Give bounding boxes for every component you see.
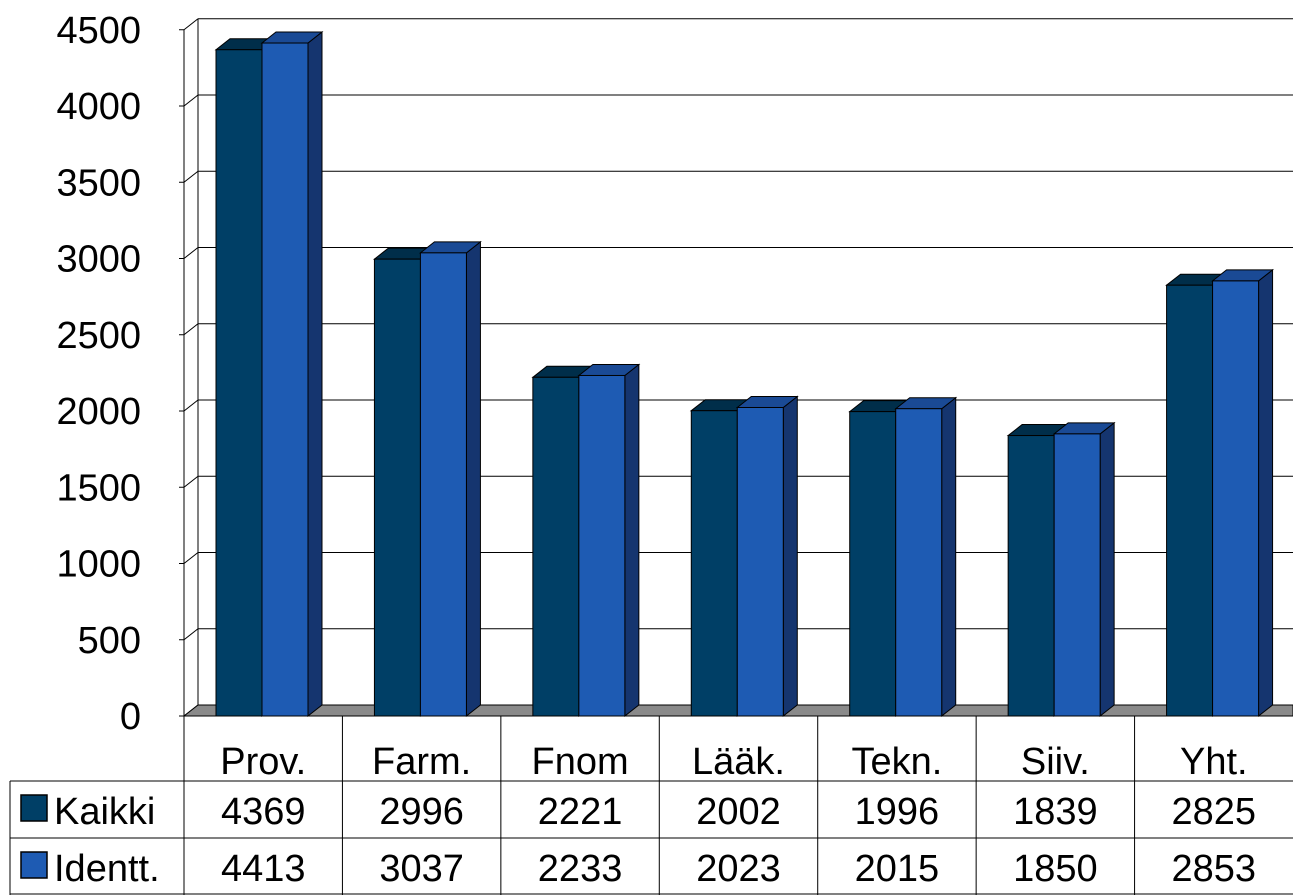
bar-front: [1166, 284, 1214, 717]
x-tick-label: Yht.: [1180, 741, 1248, 783]
bar-front: [215, 49, 263, 717]
y-tick-label: 4000: [56, 86, 141, 128]
bar-identt-4: [894, 396, 958, 718]
bar-front: [849, 411, 897, 717]
bar-front: [1007, 435, 1055, 717]
x-tick-label: Prov.: [220, 741, 306, 783]
tick-diagonal: [183, 247, 199, 259]
tick-diagonal: [183, 552, 199, 564]
tick-diagonal: [183, 94, 199, 107]
tick-diagonal: [183, 18, 199, 31]
y-tick-label: 1500: [56, 467, 141, 509]
tick-diagonal: [183, 399, 199, 412]
x-tick-label: Farm.: [372, 741, 471, 783]
table-cell-value: 4369: [221, 791, 306, 833]
table-cell-value: 1839: [1013, 791, 1098, 833]
tick-diagonal: [183, 170, 199, 183]
y-axis: 0 500 1000 1500 2000 2500 3000 3500 4000 4500: [56, 10, 199, 738]
bar-side: [307, 30, 323, 718]
bar-side: [1099, 421, 1115, 718]
bar-front: [532, 376, 580, 717]
bar-identt-3: [735, 395, 799, 718]
table-cell-value: 2996: [379, 791, 464, 833]
table-cell-value: 2825: [1172, 791, 1257, 833]
table-cell-value: 1850: [1013, 848, 1098, 890]
bar-side: [465, 240, 481, 718]
y-tick-label: 0: [120, 696, 141, 738]
bar-side: [941, 396, 957, 718]
x-tick-label: Siiv.: [1021, 741, 1090, 783]
legend-label: Identt.: [54, 848, 160, 890]
bars: [214, 30, 1275, 718]
bar-front: [1212, 280, 1260, 717]
y-tick-label: 500: [78, 620, 141, 662]
table-cell-value: 3037: [379, 848, 464, 890]
data-table: Prov. Farm. Fnom Lääk. Tekn. Siiv. Yht. Kaikki 4…: [9, 716, 1293, 895]
bar-side: [1258, 268, 1274, 718]
bar-front: [690, 410, 738, 717]
table-cell-value: 2015: [855, 848, 940, 890]
legend-label: Kaikki: [54, 791, 155, 833]
tick-diagonal: [183, 628, 199, 641]
x-tick-label: Lääk.: [692, 741, 785, 783]
table-cell-value: 2002: [696, 791, 781, 833]
y-tick-label: 2500: [56, 315, 141, 357]
y-tick-label: 3500: [56, 162, 141, 204]
bar-front: [419, 252, 467, 717]
table-cell-value: 2233: [538, 848, 623, 890]
y-tick-label: 2000: [56, 391, 141, 433]
bar-front: [1053, 433, 1101, 717]
y-tick-label: 4500: [56, 10, 141, 52]
bar-front: [736, 406, 784, 717]
bar-front: [373, 258, 421, 717]
table-cell-value: 2221: [538, 791, 623, 833]
bar-identt-0: [260, 30, 324, 718]
table-cell-value: 4413: [221, 848, 306, 890]
bar-front: [578, 374, 626, 717]
y-tick-label: 3000: [56, 239, 141, 281]
table-cell-value: 2023: [696, 848, 781, 890]
bar-side: [624, 363, 640, 718]
tick-diagonal: [183, 475, 199, 488]
bar-identt-1: [418, 240, 482, 718]
x-tick-label: Tekn.: [852, 741, 943, 783]
bar-identt-2: [577, 363, 641, 718]
tick-diagonal: [183, 323, 199, 336]
legend-swatch: [20, 851, 48, 879]
bar-side: [782, 395, 798, 718]
bar-identt-6: [1211, 268, 1275, 718]
legend-swatch: [20, 794, 48, 822]
bar-identt-5: [1052, 421, 1116, 718]
bar-front: [261, 42, 309, 717]
bar-front: [895, 408, 943, 717]
table-cell-value: 1996: [855, 791, 940, 833]
x-tick-label: Fnom: [532, 741, 629, 783]
table-cell-value: 2853: [1172, 848, 1257, 890]
y-tick-label: 1000: [56, 544, 141, 586]
